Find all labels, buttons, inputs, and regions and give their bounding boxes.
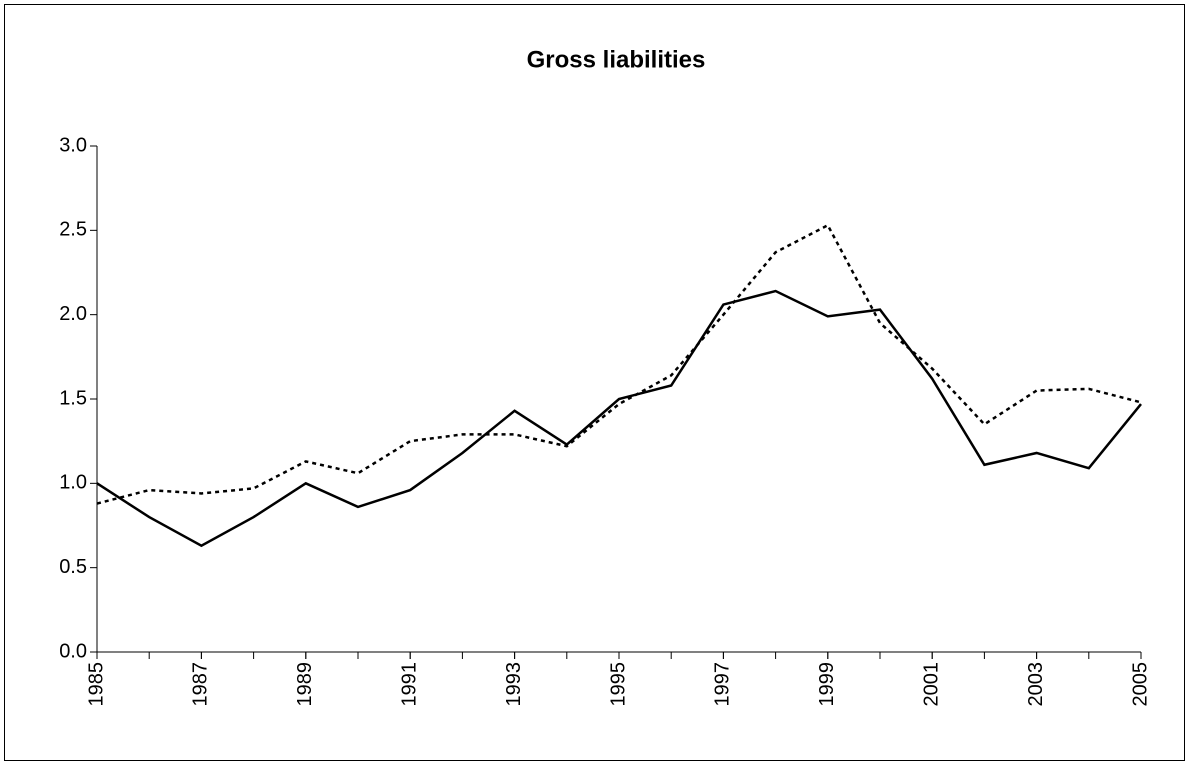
x-tick-label: 1991 bbox=[398, 662, 420, 707]
y-tick-label: 0.0 bbox=[59, 640, 87, 662]
x-tick-label: 2005 bbox=[1129, 662, 1151, 707]
x-tick-label: 1987 bbox=[190, 662, 212, 707]
x-tick-label: 1995 bbox=[607, 662, 629, 707]
y-tick-label: 0.5 bbox=[59, 556, 87, 578]
x-tick-label: 1999 bbox=[816, 662, 838, 707]
x-tick-label: 1989 bbox=[294, 662, 316, 707]
x-tick-label: 1985 bbox=[85, 662, 107, 707]
x-tick-label: 2001 bbox=[920, 662, 942, 707]
y-tick-label: 2.0 bbox=[59, 303, 87, 325]
y-tick-label: 1.5 bbox=[59, 387, 87, 409]
series-line bbox=[96, 223, 1142, 505]
x-tick-label: 2003 bbox=[1025, 662, 1047, 707]
x-tick-label: 1993 bbox=[503, 662, 525, 707]
y-tick-label: 3.0 bbox=[59, 134, 87, 156]
series-line bbox=[96, 289, 1142, 548]
chart-title: Gross liabilities bbox=[527, 46, 706, 73]
y-tick-label: 1.0 bbox=[59, 472, 87, 494]
x-tick-label: 1997 bbox=[712, 662, 734, 707]
y-tick-label: 2.5 bbox=[59, 219, 87, 241]
chart-border bbox=[4, 4, 1185, 761]
